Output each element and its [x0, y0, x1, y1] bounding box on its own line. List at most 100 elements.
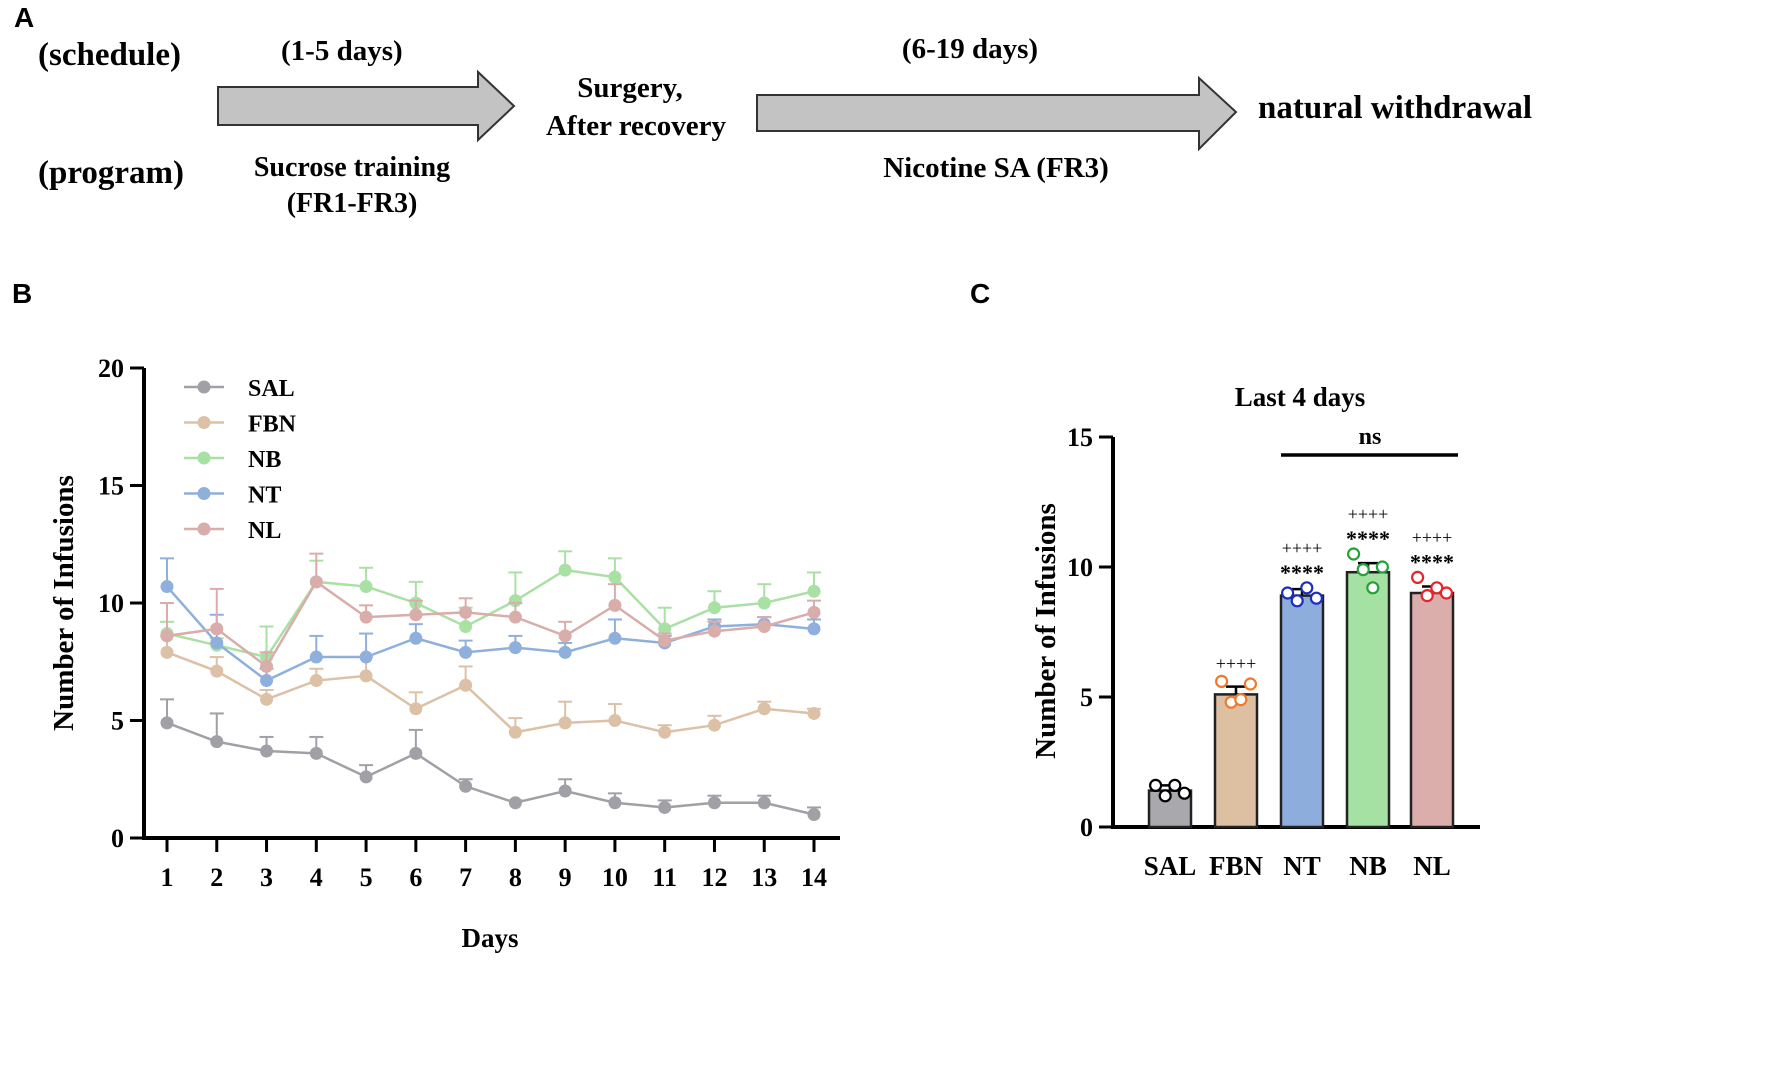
data-point [459, 779, 473, 793]
data-point [558, 629, 572, 643]
y-tick-label: 15 [98, 472, 124, 501]
data-point [1411, 570, 1425, 584]
y-axis-label: Number of Infusions [1030, 503, 1062, 759]
y-tick-label: 10 [98, 589, 124, 618]
data-point [309, 650, 323, 664]
series-line [166, 585, 815, 683]
data-point [210, 735, 224, 749]
data-point [1158, 789, 1172, 803]
data-point [1168, 778, 1182, 792]
data-point [1309, 591, 1323, 605]
data-point [1356, 563, 1370, 577]
y-tick-label: 20 [98, 354, 124, 383]
bar-group-fbn: ++++ FBN [1209, 653, 1264, 881]
data-point [459, 645, 473, 659]
data-point [260, 674, 274, 688]
series-nb [160, 550, 821, 664]
data-point [658, 622, 672, 636]
data-point [757, 796, 771, 810]
legend-marker [197, 416, 211, 429]
data-point [608, 631, 622, 645]
bar [1279, 594, 1325, 829]
data-point [409, 746, 423, 760]
data-point [658, 800, 672, 814]
data-point [1347, 547, 1361, 561]
data-point [409, 702, 423, 716]
series-sal [160, 698, 821, 821]
data-point [707, 601, 721, 615]
series-line [166, 580, 815, 669]
data-point [508, 641, 522, 655]
surgery-line1: Surgery, [577, 72, 683, 104]
series-fbn [160, 634, 821, 739]
data-point [260, 692, 274, 706]
bar-group-nt: ****++++ NT [1279, 538, 1325, 881]
x-tick-label: 10 [602, 863, 628, 892]
y-tick-label: 0 [1080, 813, 1093, 842]
bar [1213, 693, 1259, 829]
data-point [707, 796, 721, 810]
data-point [1300, 581, 1314, 595]
data-point [658, 725, 672, 739]
panel-label-c: C [970, 278, 991, 309]
x-tick-label: 13 [751, 863, 777, 892]
legend: SAL FBN NB NT NL [184, 376, 297, 544]
legend-label: FBN [248, 412, 297, 438]
data-point [160, 645, 174, 659]
x-tick-label: 5 [360, 863, 373, 892]
bar-group-nl: ****++++ NL [1409, 527, 1455, 881]
legend-label: NT [248, 483, 281, 509]
data-point [1149, 778, 1163, 792]
legend-label: SAL [248, 376, 295, 402]
data-point [807, 584, 821, 598]
x-tick-label: SAL [1144, 851, 1197, 881]
chart-title: Last 4 days [1235, 382, 1366, 412]
data-point [1234, 693, 1248, 707]
bar-group-sal: SAL [1144, 778, 1197, 881]
phase2-arrow [756, 75, 1238, 152]
end-label: natural withdrawal [1258, 90, 1532, 126]
phase1-program-line2: (FR1-FR3) [287, 188, 418, 219]
data-point [558, 716, 572, 730]
legend-label: NB [248, 447, 281, 473]
data-point [707, 718, 721, 732]
data-point [459, 620, 473, 633]
x-tick-label: NL [1413, 851, 1451, 881]
y-tick-label: 0 [111, 824, 124, 853]
x-tick-label: 14 [801, 863, 827, 892]
data-point [359, 669, 373, 683]
x-axis-label: Days [461, 923, 518, 953]
data-point [210, 622, 224, 636]
data-point [608, 714, 622, 727]
data-point [608, 796, 622, 810]
phase2-program: Nicotine SA (FR3) [883, 152, 1109, 184]
data-point [309, 674, 323, 688]
phase2-days: (6-19 days) [902, 33, 1038, 65]
data-point [757, 596, 771, 610]
y-tick-label: 5 [1080, 683, 1093, 712]
data-point [459, 678, 473, 692]
series-group [160, 550, 821, 821]
x-tick-label: 9 [559, 863, 572, 892]
x-tick-label: 11 [652, 863, 677, 892]
legend-marker [197, 522, 211, 536]
data-point [508, 610, 522, 624]
significance-plus: ++++ [1282, 538, 1323, 558]
data-point [359, 650, 373, 664]
y-tick-label: 15 [1067, 423, 1093, 452]
data-point [757, 702, 771, 716]
data-point [1439, 586, 1453, 600]
significance-stars: **** [1346, 526, 1390, 551]
data-point [210, 636, 224, 650]
y-axis-label: Number of Infusions [48, 475, 80, 731]
legend-marker [197, 380, 211, 394]
x-tick-label: 12 [701, 863, 727, 892]
data-point [1281, 586, 1295, 600]
series-line [166, 721, 815, 816]
data-point [1366, 581, 1380, 595]
phase1-days: (1-5 days) [281, 35, 403, 67]
data-point [359, 770, 373, 784]
x-tick-label: 3 [260, 863, 273, 892]
x-tick-label: 2 [210, 863, 223, 892]
